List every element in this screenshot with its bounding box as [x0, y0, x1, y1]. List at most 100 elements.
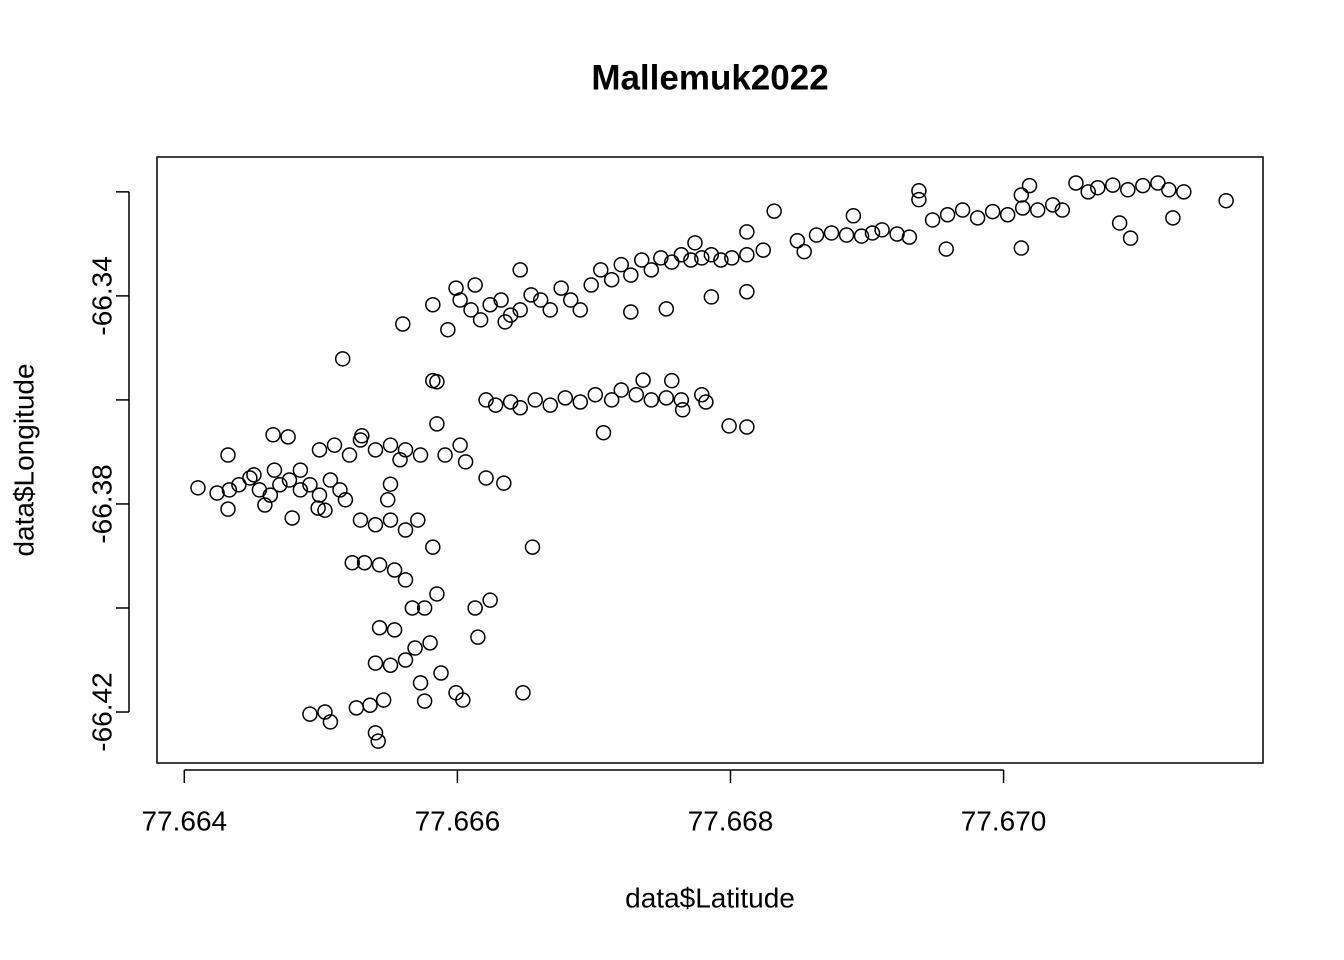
- point: [853, 228, 870, 244]
- point: [272, 476, 288, 493]
- point: [375, 692, 392, 708]
- point: [251, 482, 268, 498]
- point: [1105, 177, 1121, 193]
- point: [694, 386, 710, 403]
- point: [845, 208, 862, 224]
- point: [1135, 177, 1151, 194]
- point: [1054, 202, 1071, 218]
- point: [542, 302, 558, 318]
- point: [433, 665, 449, 681]
- point: [425, 296, 441, 313]
- point: [382, 476, 399, 492]
- point: [911, 191, 927, 208]
- point: [407, 640, 423, 656]
- point: [437, 447, 453, 463]
- point: [939, 206, 956, 223]
- point: [367, 725, 384, 741]
- point: [467, 600, 483, 616]
- point: [440, 321, 456, 338]
- point: [257, 497, 273, 513]
- point: [623, 267, 639, 283]
- point: [429, 373, 445, 390]
- point: [497, 314, 513, 330]
- point: [478, 470, 494, 486]
- point: [448, 280, 464, 296]
- point: [429, 416, 445, 432]
- point: [674, 402, 691, 418]
- point: [532, 292, 549, 308]
- point: [796, 243, 812, 260]
- point: [416, 693, 433, 709]
- point: [766, 203, 782, 219]
- point: [452, 437, 468, 453]
- point: [322, 714, 339, 730]
- point: [515, 685, 531, 701]
- point: [739, 419, 755, 435]
- point: [673, 247, 690, 263]
- point: [265, 427, 281, 443]
- point: [572, 394, 589, 410]
- point: [595, 424, 612, 441]
- point: [334, 351, 351, 367]
- point: [1029, 202, 1046, 218]
- point: [356, 554, 373, 571]
- point: [643, 392, 660, 408]
- x-tick-label: 77.670: [961, 805, 1047, 836]
- point: [603, 272, 620, 288]
- point: [823, 225, 840, 241]
- point: [512, 399, 528, 416]
- point: [703, 289, 720, 305]
- point: [658, 301, 675, 317]
- point: [302, 706, 318, 722]
- point: [954, 202, 971, 218]
- point: [380, 492, 396, 508]
- x-tick-label: 77.666: [415, 805, 501, 836]
- point: [999, 206, 1016, 223]
- point: [583, 277, 599, 293]
- point: [262, 487, 279, 503]
- point: [209, 485, 225, 501]
- point: [266, 462, 283, 478]
- point: [487, 397, 504, 413]
- point: [354, 428, 370, 444]
- point: [633, 252, 650, 268]
- point: [482, 592, 498, 608]
- point: [190, 480, 206, 496]
- point: [416, 600, 433, 616]
- point: [472, 312, 489, 328]
- point: [673, 392, 690, 408]
- point: [220, 501, 236, 517]
- point: [523, 287, 539, 303]
- point: [653, 250, 669, 266]
- point: [246, 467, 262, 483]
- x-tick-label: 77.664: [141, 805, 227, 836]
- plot-frame: [156, 156, 1264, 764]
- point: [1014, 200, 1031, 216]
- point: [386, 562, 403, 578]
- point: [337, 492, 354, 508]
- point: [789, 232, 806, 249]
- point: [470, 629, 486, 645]
- point: [397, 652, 414, 668]
- point: [1080, 184, 1096, 200]
- point: [703, 247, 720, 263]
- point: [1044, 197, 1061, 213]
- point: [739, 247, 755, 263]
- point: [455, 692, 471, 708]
- chart-title: Mallemuk2022: [591, 58, 828, 97]
- point: [739, 224, 755, 240]
- point: [371, 620, 388, 636]
- point: [382, 657, 399, 673]
- point: [397, 442, 414, 458]
- point: [1120, 182, 1136, 198]
- point: [322, 472, 339, 488]
- point: [220, 447, 236, 463]
- point: [422, 635, 438, 651]
- point: [1090, 179, 1106, 196]
- point: [572, 302, 589, 318]
- point: [410, 512, 426, 528]
- point: [404, 600, 421, 616]
- x-axis-title: data$Latitude: [625, 882, 795, 913]
- point: [382, 512, 399, 528]
- y-tick-label: -66.38: [86, 464, 117, 543]
